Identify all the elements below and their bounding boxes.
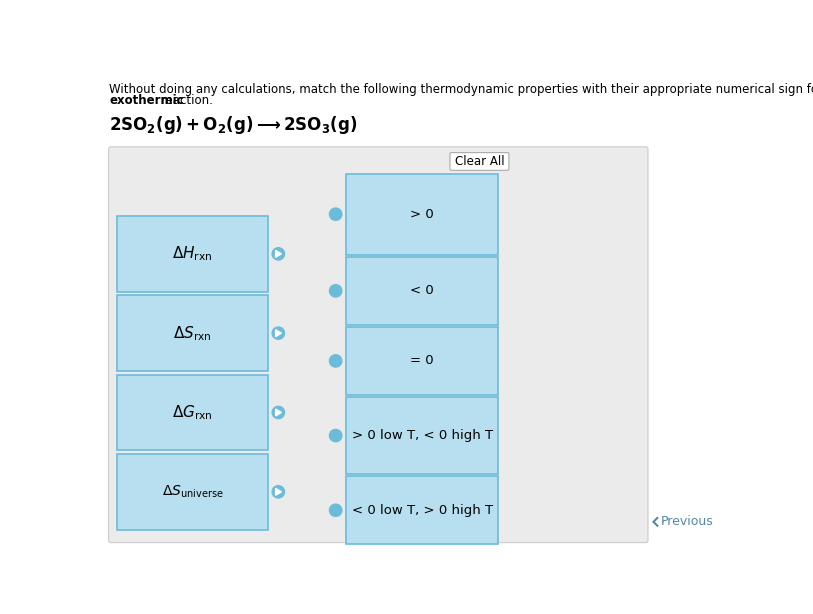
Text: exothermic: exothermic	[110, 94, 184, 107]
Text: $\Delta S_{\mathrm{universe}}$: $\Delta S_{\mathrm{universe}}$	[162, 484, 224, 500]
Circle shape	[272, 247, 285, 260]
Circle shape	[272, 327, 285, 340]
Circle shape	[272, 486, 285, 498]
Text: Previous: Previous	[661, 515, 714, 528]
Text: $\Delta G_{\mathrm{rxn}}$: $\Delta G_{\mathrm{rxn}}$	[172, 403, 213, 422]
Polygon shape	[276, 330, 281, 336]
Circle shape	[329, 285, 342, 297]
Text: < 0 low T, > 0 high T: < 0 low T, > 0 high T	[351, 503, 493, 517]
Polygon shape	[276, 488, 281, 495]
Polygon shape	[276, 409, 281, 416]
FancyBboxPatch shape	[117, 216, 268, 292]
Text: $\Delta S_{\mathrm{rxn}}$: $\Delta S_{\mathrm{rxn}}$	[173, 324, 212, 343]
Text: > 0 low T, < 0 high T: > 0 low T, < 0 high T	[351, 429, 493, 442]
Circle shape	[329, 429, 342, 441]
Text: Clear All: Clear All	[454, 155, 504, 168]
Circle shape	[272, 406, 285, 419]
Circle shape	[329, 208, 342, 220]
FancyBboxPatch shape	[117, 295, 268, 371]
Text: $\Delta H_{\mathrm{rxn}}$: $\Delta H_{\mathrm{rxn}}$	[172, 244, 213, 263]
FancyBboxPatch shape	[346, 476, 498, 544]
FancyBboxPatch shape	[346, 327, 498, 395]
Circle shape	[329, 504, 342, 516]
Text: reaction.: reaction.	[158, 94, 213, 107]
Text: > 0: > 0	[411, 208, 434, 220]
FancyBboxPatch shape	[346, 257, 498, 325]
Text: < 0: < 0	[411, 284, 434, 297]
FancyBboxPatch shape	[346, 174, 498, 255]
Circle shape	[329, 355, 342, 367]
Text: Without doing any calculations, match the following thermodynamic properties wit: Without doing any calculations, match th…	[110, 83, 813, 96]
FancyBboxPatch shape	[117, 454, 268, 529]
FancyBboxPatch shape	[109, 147, 648, 543]
Text: = 0: = 0	[411, 354, 434, 367]
FancyBboxPatch shape	[450, 153, 509, 170]
Polygon shape	[276, 251, 281, 257]
Text: $\mathbf{2SO_2(g) + O_2(g){\longrightarrow}2SO_3(g)}$: $\mathbf{2SO_2(g) + O_2(g){\longrightarr…	[110, 114, 358, 136]
FancyBboxPatch shape	[117, 375, 268, 450]
FancyBboxPatch shape	[346, 397, 498, 474]
